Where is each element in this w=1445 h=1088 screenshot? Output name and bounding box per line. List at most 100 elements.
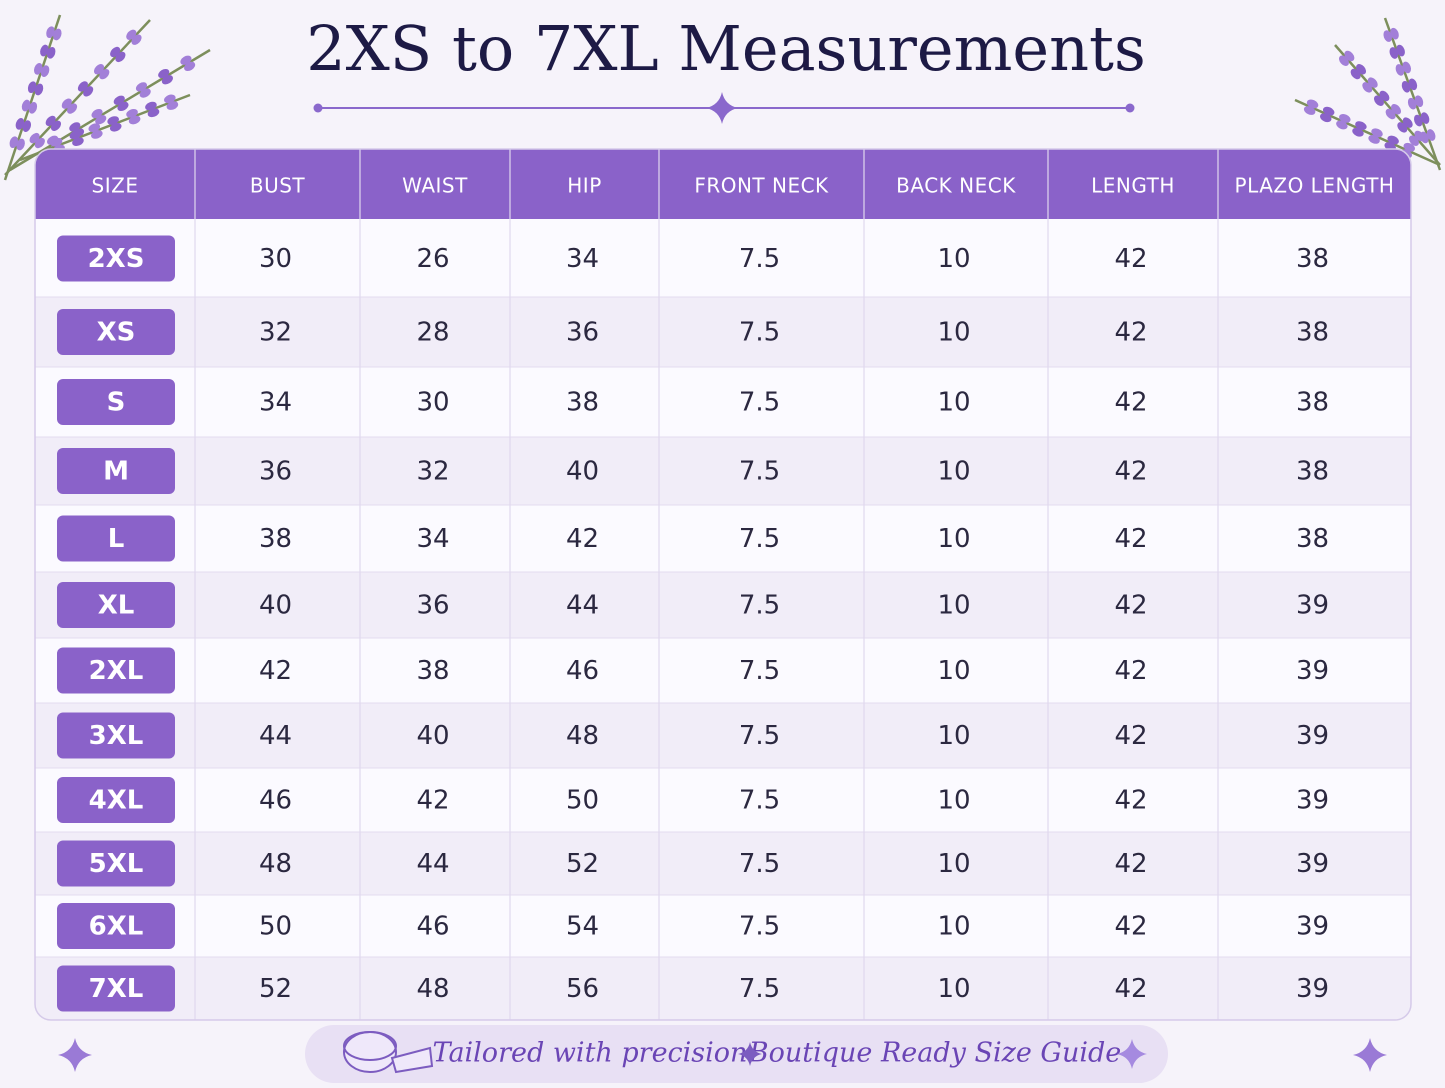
cell: 7.5 xyxy=(739,457,780,487)
bud xyxy=(91,130,103,139)
bud xyxy=(115,51,126,63)
cell: 40 xyxy=(259,591,292,621)
cell: 7.5 xyxy=(739,786,780,816)
stem xyxy=(1334,44,1441,166)
cell: 36 xyxy=(566,318,599,348)
bud xyxy=(1414,114,1423,127)
cell: 44 xyxy=(416,849,449,879)
bud xyxy=(34,63,43,75)
cell: 10 xyxy=(937,786,970,816)
cell: 38 xyxy=(1296,524,1329,554)
cell: 36 xyxy=(259,457,292,487)
cell: 7.5 xyxy=(739,974,780,1004)
bud xyxy=(1402,61,1411,74)
size-badge xyxy=(57,515,175,562)
bud xyxy=(34,83,44,96)
cell: 32 xyxy=(259,318,292,348)
bud xyxy=(126,108,138,118)
bud xyxy=(16,138,25,151)
size-badge xyxy=(57,235,175,282)
column-header: WAIST xyxy=(402,174,468,198)
row-bg xyxy=(35,957,1411,1020)
cell: 7.5 xyxy=(739,591,780,621)
cell: 42 xyxy=(1114,591,1147,621)
table-border xyxy=(34,148,1412,1021)
cell: 7.5 xyxy=(739,318,780,348)
column-header: BACK NECK xyxy=(896,174,1016,198)
bud xyxy=(83,86,94,97)
cell: 50 xyxy=(259,912,292,942)
row-bg xyxy=(35,768,1411,832)
cell: 42 xyxy=(416,786,449,816)
cell: 42 xyxy=(1114,388,1147,418)
cell: 10 xyxy=(937,388,970,418)
cell: 42 xyxy=(1114,524,1147,554)
cell: 7.5 xyxy=(739,849,780,879)
size-badge xyxy=(57,309,175,355)
row-bg xyxy=(35,437,1411,505)
row-bg xyxy=(35,297,1411,367)
bud xyxy=(1355,121,1367,131)
size-label: M xyxy=(103,457,129,487)
bud xyxy=(117,101,129,112)
row-bg xyxy=(35,572,1411,638)
size-badge xyxy=(57,777,175,823)
cell: 7.5 xyxy=(739,656,780,686)
cell: 30 xyxy=(416,388,449,418)
cell: 48 xyxy=(416,974,449,1004)
bud xyxy=(22,120,31,132)
footer-pill xyxy=(305,1025,1168,1083)
cell: 7.5 xyxy=(739,721,780,751)
size-badge xyxy=(57,448,175,494)
cell: 39 xyxy=(1296,591,1329,621)
cell: 42 xyxy=(1114,457,1147,487)
cell: 39 xyxy=(1296,912,1329,942)
cell: 42 xyxy=(566,524,599,554)
sparkle xyxy=(1117,1039,1147,1069)
bud xyxy=(1303,106,1316,115)
size-label: 5XL xyxy=(89,849,144,879)
cell: 34 xyxy=(259,388,292,418)
bud xyxy=(128,115,141,125)
stem xyxy=(1294,98,1441,167)
cell: 42 xyxy=(259,656,292,686)
bud xyxy=(27,81,37,94)
cell: 42 xyxy=(1114,849,1147,879)
bud xyxy=(166,101,179,110)
sparkle xyxy=(58,1038,92,1072)
cell: 40 xyxy=(416,721,449,751)
bud xyxy=(1379,90,1390,102)
bud xyxy=(1407,97,1417,110)
size-label: L xyxy=(108,524,125,554)
cell: 39 xyxy=(1296,849,1329,879)
bud xyxy=(1387,135,1399,145)
size-label: 2XL xyxy=(89,656,144,686)
bud xyxy=(1383,30,1393,42)
cell: 10 xyxy=(937,318,970,348)
header-bg xyxy=(35,149,1411,219)
cell: 34 xyxy=(416,524,449,554)
bud xyxy=(1401,80,1411,93)
cell: 48 xyxy=(566,721,599,751)
bud xyxy=(109,122,122,132)
title: 2XS to 7XL Measurements xyxy=(306,12,1146,85)
bud xyxy=(107,116,119,125)
bud xyxy=(46,46,56,59)
bud xyxy=(1420,112,1430,124)
size-label: XL xyxy=(98,591,135,621)
cell: 46 xyxy=(259,786,292,816)
row-bg xyxy=(35,895,1411,957)
size-badge xyxy=(57,712,175,759)
cell: 39 xyxy=(1296,974,1329,1004)
bud xyxy=(1336,120,1348,130)
cell: 38 xyxy=(566,388,599,418)
bud xyxy=(1396,44,1405,57)
cell: 44 xyxy=(259,721,292,751)
cell: 7.5 xyxy=(739,524,780,554)
bud xyxy=(147,108,160,118)
row-bg xyxy=(35,638,1411,703)
bud xyxy=(139,88,151,98)
cell: 7.5 xyxy=(739,388,780,418)
cell: 10 xyxy=(937,591,970,621)
